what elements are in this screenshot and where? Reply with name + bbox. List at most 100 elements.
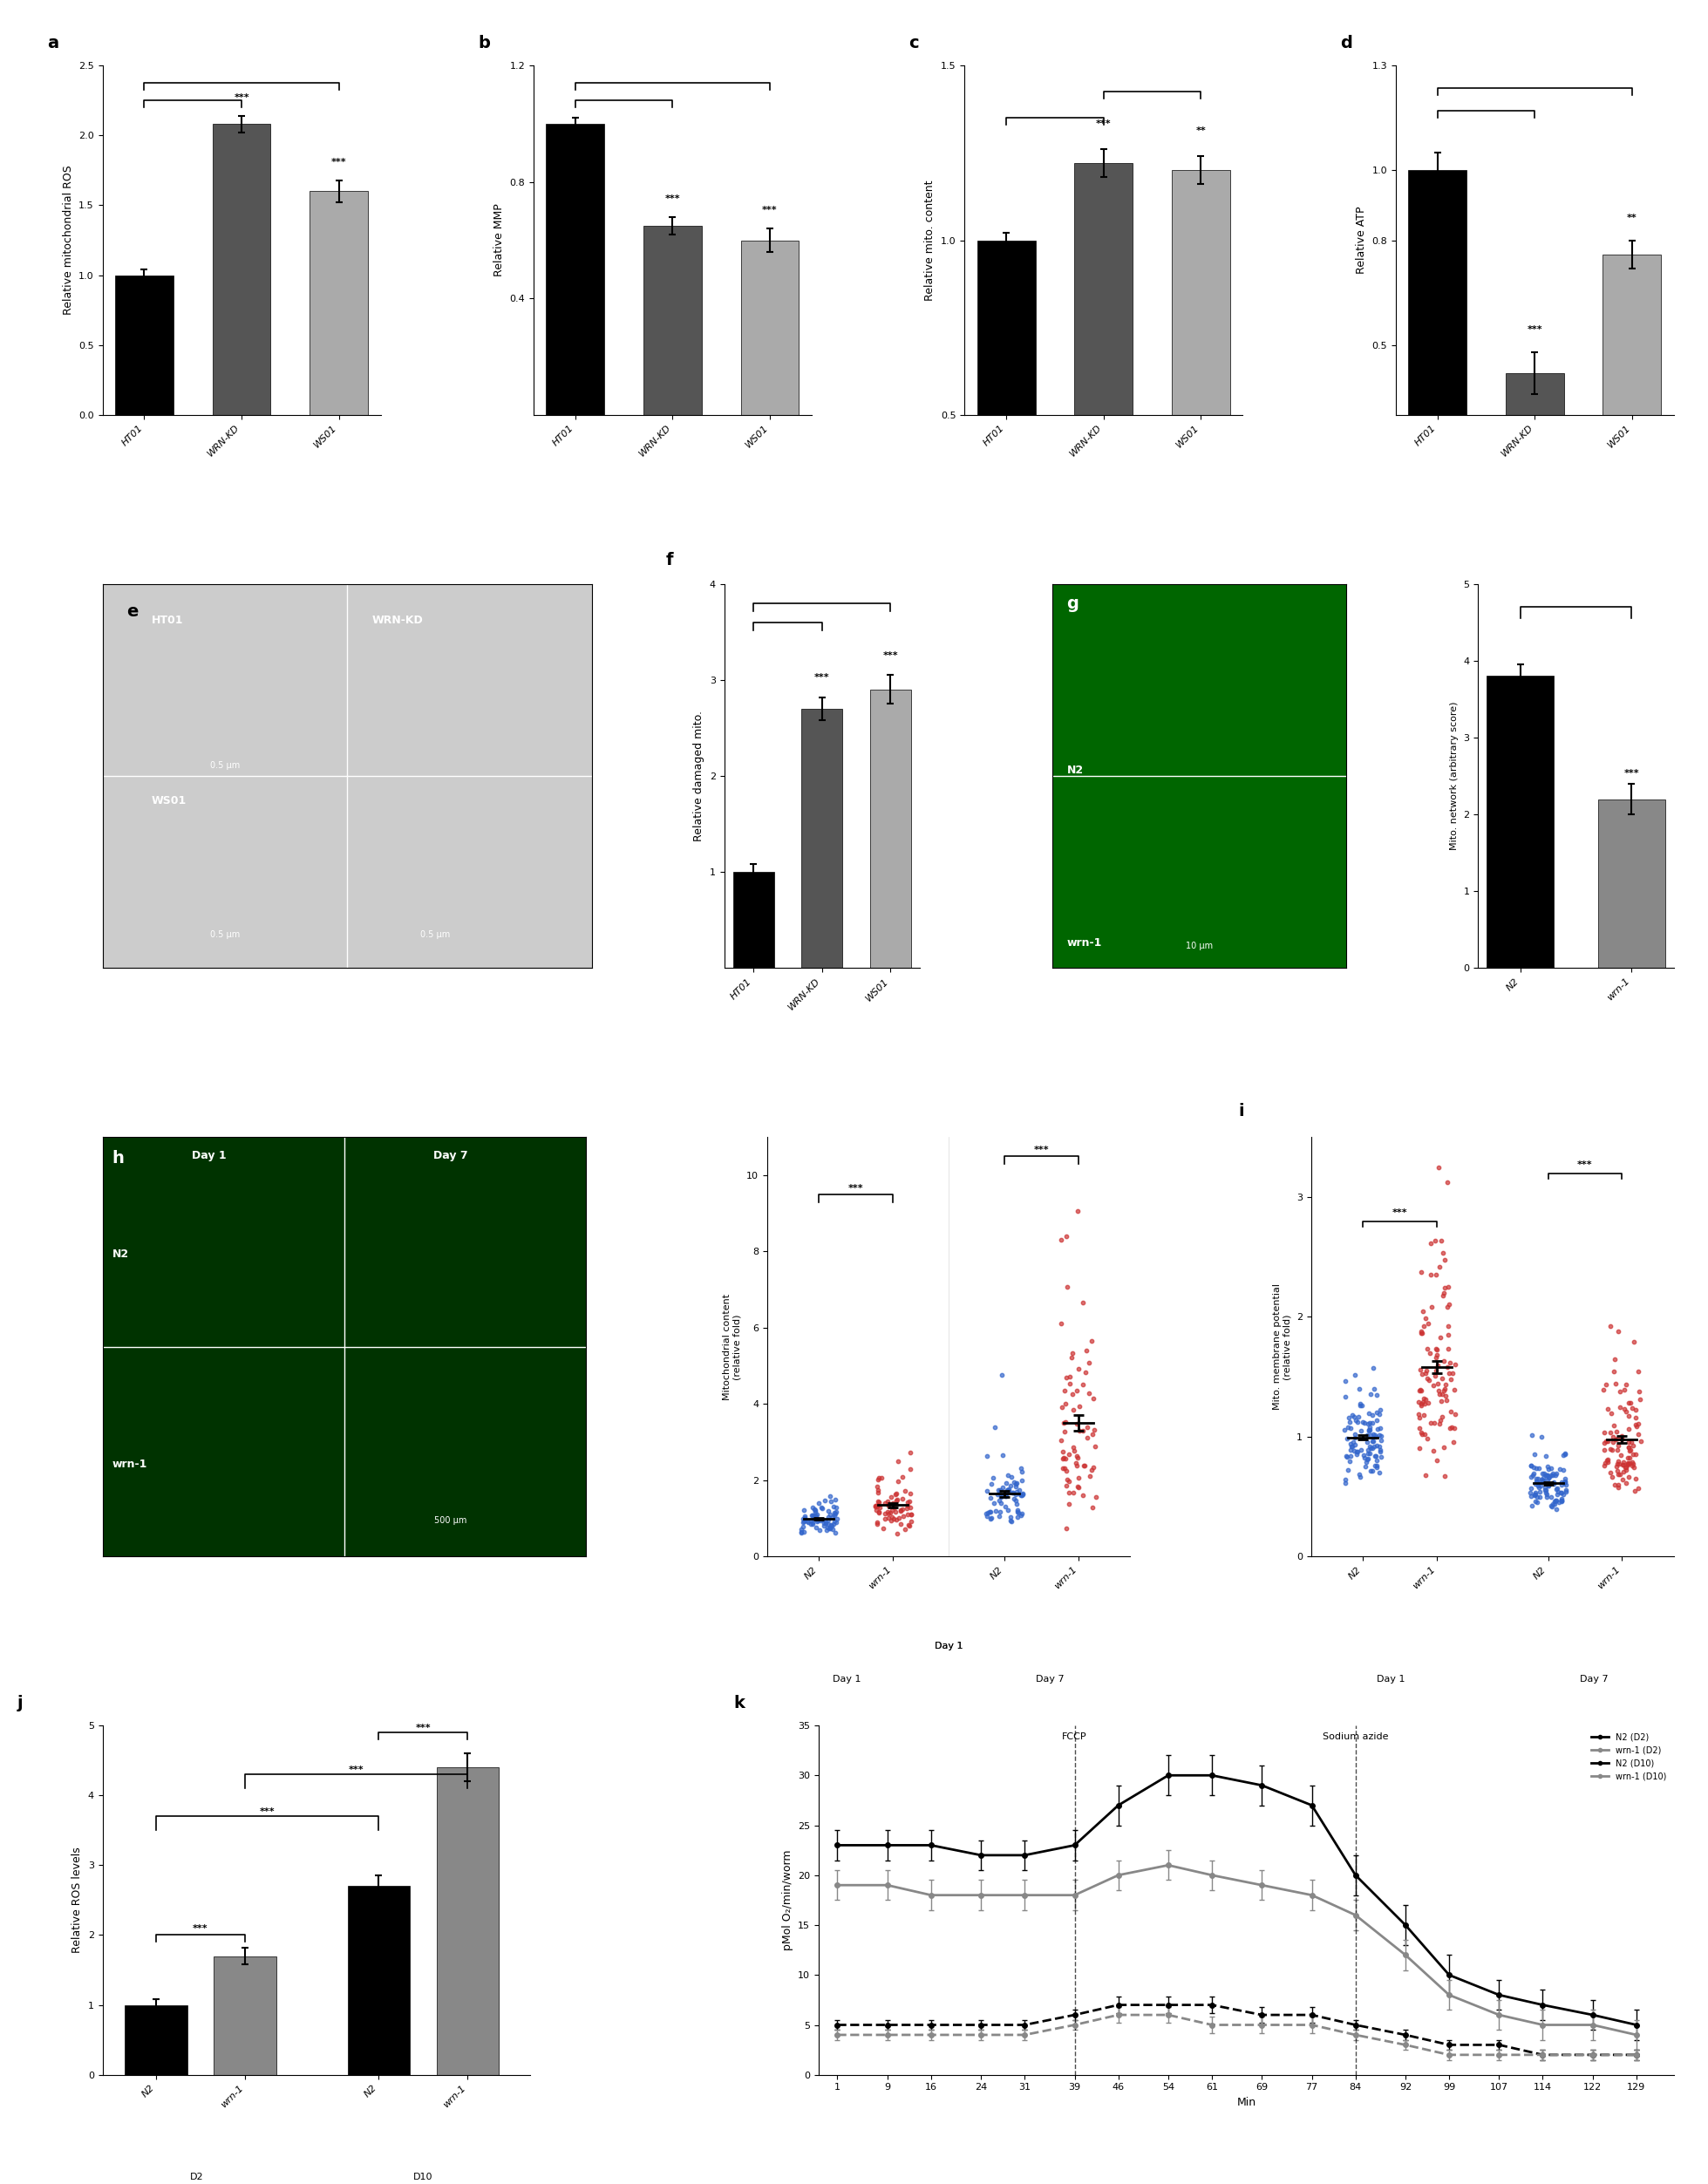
Point xyxy=(864,1470,892,1505)
Point xyxy=(1435,1291,1462,1326)
Text: ***: *** xyxy=(883,651,898,660)
Point xyxy=(1050,1441,1078,1476)
Point xyxy=(987,1472,1015,1507)
Text: ***: *** xyxy=(1527,325,1542,334)
Point xyxy=(1616,1385,1643,1420)
Point xyxy=(885,1500,912,1535)
Point xyxy=(1520,1450,1547,1485)
Point xyxy=(1435,1317,1462,1352)
Point xyxy=(1056,1487,1083,1522)
Point xyxy=(1616,1446,1643,1481)
Point xyxy=(801,1498,828,1533)
Text: Day 1: Day 1 xyxy=(934,1642,963,1651)
Point xyxy=(1052,1219,1079,1254)
Text: b: b xyxy=(478,35,490,52)
Point xyxy=(1421,1404,1448,1439)
Point xyxy=(977,1481,1004,1516)
Point xyxy=(880,1500,907,1535)
Point xyxy=(822,1494,849,1529)
Text: D2: D2 xyxy=(190,2173,203,2182)
Point xyxy=(876,1494,904,1529)
Point xyxy=(1332,1378,1360,1413)
Point xyxy=(1530,1455,1558,1489)
Point xyxy=(1049,1435,1076,1470)
Point xyxy=(1349,1437,1377,1472)
Point xyxy=(1336,1404,1363,1439)
Point xyxy=(874,1487,902,1522)
Point xyxy=(1361,1439,1389,1474)
Text: e: e xyxy=(126,603,138,620)
Point xyxy=(1592,1446,1619,1481)
Point xyxy=(1356,1411,1383,1446)
Point xyxy=(1334,1422,1361,1457)
Point xyxy=(1517,1448,1544,1483)
Point xyxy=(801,1494,828,1529)
Point xyxy=(1604,1446,1631,1481)
Point xyxy=(1083,1481,1110,1516)
Point xyxy=(991,1489,1018,1524)
Point xyxy=(820,1496,847,1531)
Point xyxy=(791,1505,818,1540)
Point xyxy=(886,1507,914,1542)
Point xyxy=(987,1479,1015,1514)
Point xyxy=(1426,1406,1454,1441)
Point xyxy=(987,1485,1015,1520)
Point xyxy=(1435,1356,1462,1391)
Point xyxy=(1344,1404,1372,1439)
Text: ***: *** xyxy=(815,673,830,681)
Point xyxy=(1607,1437,1635,1472)
Point xyxy=(1547,1481,1575,1516)
Point xyxy=(1337,1439,1365,1474)
Point xyxy=(1354,1433,1382,1468)
Point xyxy=(1607,1457,1635,1492)
Point xyxy=(1344,1435,1372,1470)
Point xyxy=(1406,1352,1433,1387)
Point xyxy=(1341,1358,1368,1393)
Point xyxy=(1604,1468,1631,1503)
Point xyxy=(1354,1437,1382,1472)
Text: a: a xyxy=(46,35,58,52)
Text: g: g xyxy=(1068,596,1079,612)
Point xyxy=(1366,1396,1394,1431)
Point xyxy=(1600,1354,1628,1389)
Point xyxy=(798,1498,825,1533)
Point xyxy=(866,1489,893,1524)
Legend: N2 (D2), wrn-1 (D2), N2 (D10), wrn-1 (D10): N2 (D2), wrn-1 (D2), N2 (D10), wrn-1 (D1… xyxy=(1588,1730,1670,1784)
Point xyxy=(1590,1448,1617,1483)
Point xyxy=(810,1509,837,1544)
Point xyxy=(1430,1374,1457,1409)
Point xyxy=(803,1498,830,1533)
Point xyxy=(1334,1409,1361,1444)
Point xyxy=(1553,1474,1580,1509)
Point xyxy=(1354,1417,1382,1452)
Point xyxy=(1626,1382,1653,1417)
Text: wrn-1: wrn-1 xyxy=(1068,937,1102,950)
Point xyxy=(1529,1457,1556,1492)
Point xyxy=(1606,1470,1633,1505)
Point xyxy=(1529,1463,1556,1498)
Point xyxy=(1518,1487,1546,1522)
Point xyxy=(1619,1450,1647,1485)
Point xyxy=(898,1505,926,1540)
Point xyxy=(1056,1437,1083,1472)
Point xyxy=(992,1474,1020,1509)
Point xyxy=(799,1507,827,1542)
Point xyxy=(1612,1450,1640,1485)
Point xyxy=(1522,1476,1549,1511)
Point xyxy=(1621,1324,1648,1358)
Point xyxy=(1356,1428,1383,1463)
Point xyxy=(863,1507,890,1542)
Text: **: ** xyxy=(1196,127,1206,135)
Point xyxy=(1074,1420,1102,1455)
Point xyxy=(791,1492,818,1527)
Text: ***: *** xyxy=(1392,1208,1407,1216)
Point xyxy=(897,1489,924,1524)
Point xyxy=(864,1483,892,1518)
Point xyxy=(1354,1396,1382,1431)
Point xyxy=(1348,1389,1375,1424)
Point xyxy=(1623,1437,1650,1472)
Point xyxy=(1546,1485,1573,1520)
Point xyxy=(1426,1402,1454,1437)
Point xyxy=(861,1489,888,1524)
Point xyxy=(1616,1385,1643,1420)
